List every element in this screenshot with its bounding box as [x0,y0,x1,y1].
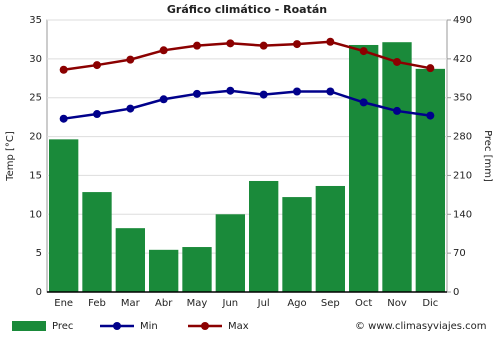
x-tick-label: Oct [355,298,372,309]
y2-tick-label: 350 [453,93,472,104]
legend-label: Min [140,321,158,332]
marker [126,104,135,113]
y2-tick-label: 140 [453,209,472,220]
bar [215,214,245,292]
x-tick-label: Dic [422,298,438,309]
y-tick-label: 10 [29,209,42,220]
x-tick-label: Jun [222,298,239,309]
marker [226,86,235,95]
y2-tick-label: 70 [453,248,466,259]
legend-swatch [12,321,46,331]
bar [349,44,379,293]
x-tick-label: Jul [257,298,270,309]
y-axis-label: Temp [°C] [5,131,16,182]
marker [93,110,101,119]
y2-tick-label: 0 [453,287,459,298]
y-tick-label: 25 [29,93,42,104]
x-tick-label: Abr [155,298,173,309]
y-tick-label: 5 [36,248,42,259]
marker [359,98,368,107]
x-tick-label: Sep [321,298,340,309]
y-tick-label: 35 [29,15,42,26]
marker [359,47,368,56]
marker [193,41,201,50]
x-tick-label: May [187,298,208,309]
x-tick-label: Feb [88,298,106,309]
bar [115,228,145,292]
marker [326,87,335,96]
y-tick-label: 0 [36,287,42,298]
bar [149,249,179,292]
marker [259,90,268,99]
marker [126,55,135,64]
source: © www.climasyviajes.com [355,321,487,332]
y2-axis-label: Prec [mm] [482,130,493,182]
marker [159,46,168,55]
marker [293,40,301,49]
marker [293,87,301,96]
bar [182,247,212,292]
y2-tick-label: 490 [453,15,472,26]
marker [426,111,435,120]
legend-label: Prec [52,321,73,332]
bar [382,42,412,292]
y2-tick-label: 420 [453,54,472,65]
x-tick-label: Ene [54,298,73,309]
y-tick-label: 20 [29,132,42,143]
legend-marker [201,322,209,330]
marker [59,65,68,74]
x-tick-label: Mar [121,298,141,309]
bar [315,185,345,292]
marker [159,95,168,104]
marker [226,39,235,48]
y-tick-label: 30 [29,54,42,65]
marker [193,89,201,98]
marker [93,61,101,70]
bar [49,139,79,292]
line [63,40,431,71]
x-tick-label: Ago [287,298,306,309]
line [63,89,431,120]
bar [282,197,312,292]
marker [393,57,401,66]
marker [59,114,68,123]
marker [326,37,335,46]
y2-tick-label: 280 [453,132,472,143]
y2-tick-label: 210 [453,170,472,181]
marker [426,64,435,73]
legend-marker [113,322,121,330]
bar [249,180,279,292]
bar [415,68,445,293]
marker [259,41,268,50]
y-tick-label: 15 [29,170,42,181]
chart-title: Gráfico climático - Roatán [167,3,327,16]
marker [393,106,401,115]
x-tick-label: Nov [387,298,407,309]
legend-label: Max [228,321,249,332]
bar [82,192,112,292]
